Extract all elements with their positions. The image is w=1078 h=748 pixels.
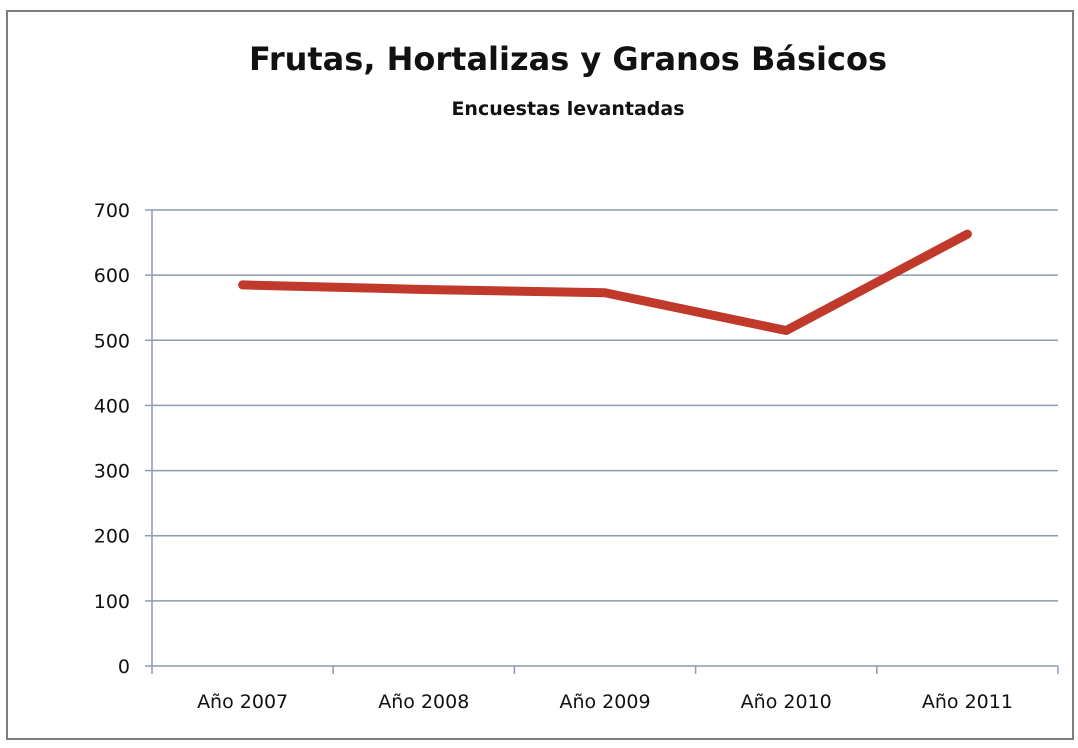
y-tick-label-200: 200 (94, 526, 130, 548)
x-tick-label-4: Año 2011 (922, 691, 1013, 713)
data-point-0-2 (604, 292, 606, 294)
x-tick-label-1: Año 2008 (378, 691, 469, 713)
chart-subtitle: Encuestas levantadas (451, 98, 685, 120)
y-tick-label-100: 100 (94, 591, 130, 613)
data-point-0-3 (785, 330, 787, 332)
y-tick-label-400: 400 (94, 395, 130, 417)
series-lines (238, 229, 972, 336)
axes (145, 209, 1059, 674)
y-tick-labels: 0 100 200 300 400 500 600 700 (94, 200, 130, 678)
data-point-0-4 (966, 233, 968, 235)
x-tick-label-0: Año 2007 (197, 691, 288, 713)
y-tick-label-700: 700 (94, 200, 130, 222)
data-point-0-1 (423, 288, 425, 290)
data-point-0-0 (242, 284, 244, 286)
y-tick-label-600: 600 (94, 265, 130, 287)
y-tick-label-500: 500 (94, 330, 130, 352)
y-tick-label-0: 0 (118, 656, 130, 678)
chart-title: Frutas, Hortalizas y Granos Básicos (249, 40, 887, 78)
series-line-0 (238, 229, 972, 336)
x-tick-label-3: Año 2010 (741, 691, 832, 713)
x-tick-label-2: Año 2009 (559, 691, 650, 713)
y-tick-label-300: 300 (94, 461, 130, 483)
gridlines (152, 209, 1058, 602)
chart-frame (6, 10, 1074, 740)
x-tick-labels: Año 2007 Año 2008 Año 2009 Año 2010 Año 2011 (197, 691, 1013, 713)
